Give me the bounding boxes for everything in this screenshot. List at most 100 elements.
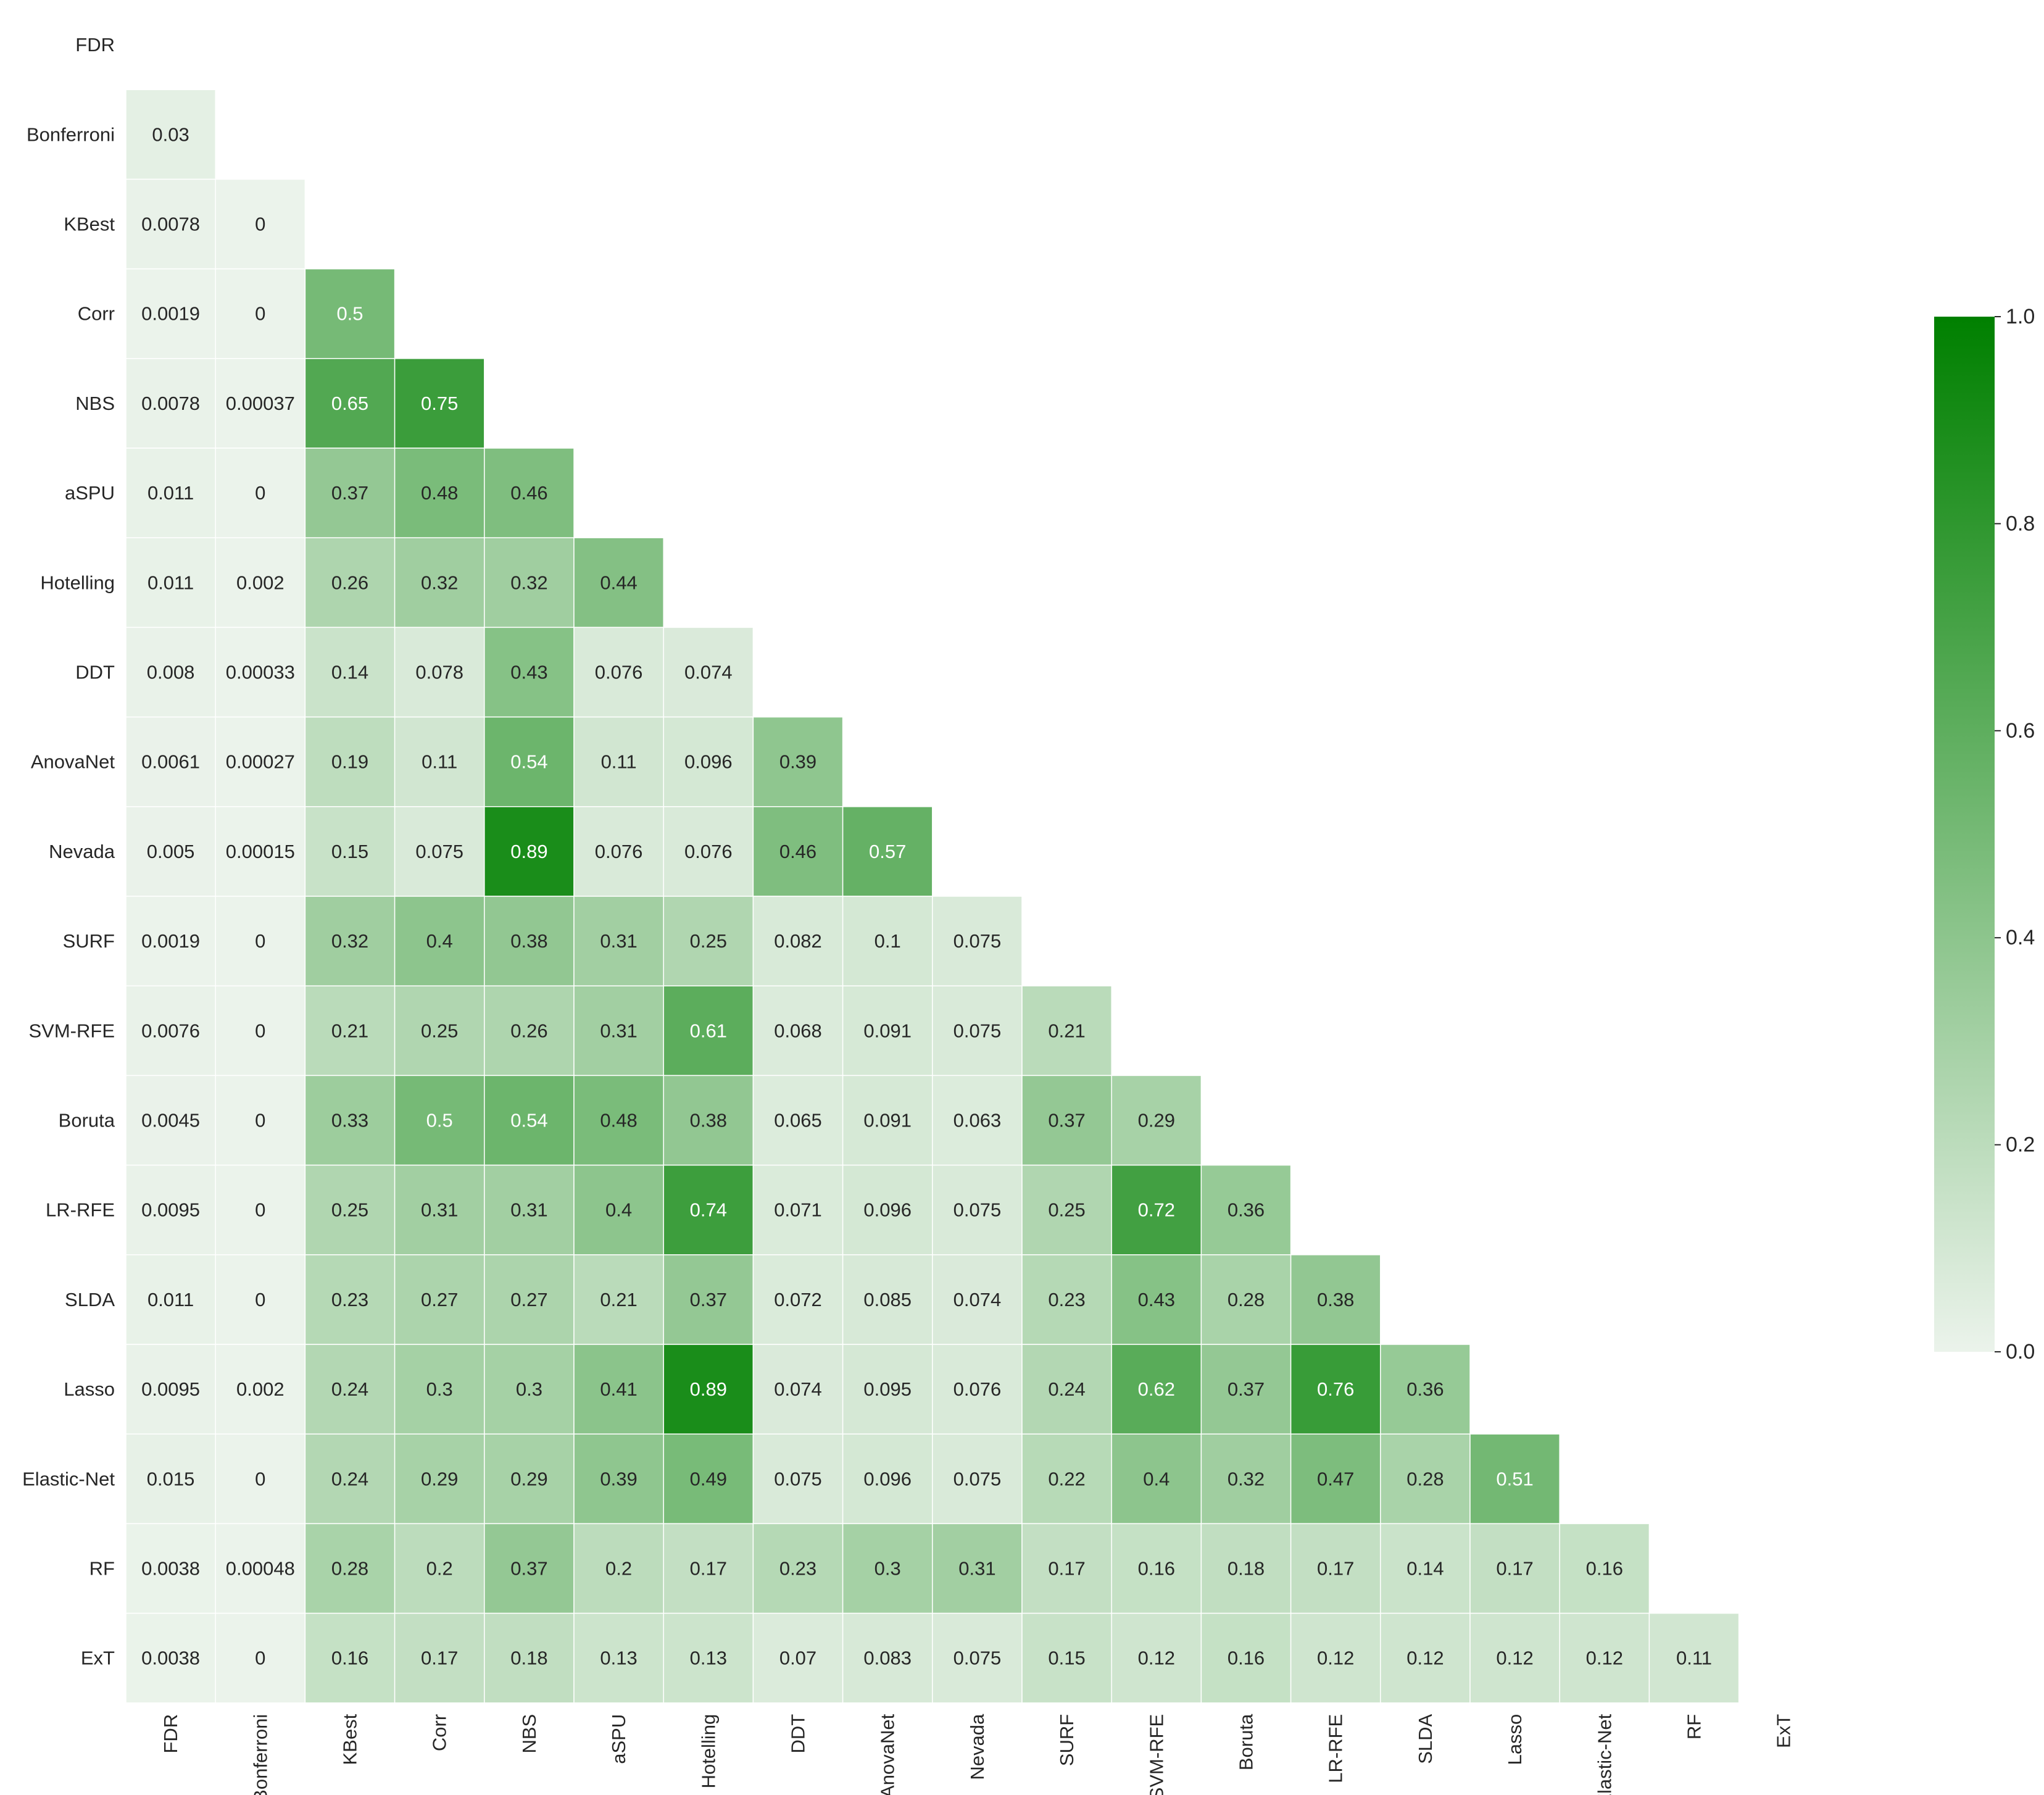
- heatmap-cell: [932, 1075, 1023, 1166]
- cell-value-label: 0.11: [601, 751, 637, 773]
- x-tick-label: SLDA: [1415, 1714, 1436, 1764]
- heatmap-cell: [1021, 1344, 1112, 1435]
- cell-value-label: 0.13: [600, 1647, 637, 1669]
- heatmap-cell: [1021, 1523, 1112, 1614]
- heatmap-cell: [1111, 1433, 1202, 1525]
- cell-value-label: 0.75: [421, 393, 458, 414]
- heatmap-cell: [573, 1164, 664, 1256]
- heatmap-cell: [752, 1344, 844, 1435]
- heatmap-cell: [1021, 1254, 1112, 1345]
- heatmap-cell: [1290, 1523, 1381, 1614]
- heatmap-cell: [215, 178, 306, 270]
- cell-value-label: 0.15: [1048, 1647, 1085, 1669]
- cell-value-label: 0.072: [774, 1289, 822, 1310]
- heatmap-cell: [394, 1254, 485, 1345]
- y-tick-label: KBest: [64, 214, 115, 235]
- heatmap-cell: [304, 716, 396, 807]
- cell-value-label: 0.0078: [141, 214, 200, 235]
- x-tick-label: DDT: [787, 1714, 809, 1754]
- heatmap-cell: [752, 1523, 844, 1614]
- heatmap-cell: [125, 268, 216, 359]
- y-tick-label: Corr: [78, 303, 115, 325]
- cell-value-label: 0.89: [690, 1378, 727, 1400]
- cell-value-label: 0.0045: [141, 1110, 200, 1131]
- cell-value-label: 0.0076: [141, 1020, 200, 1041]
- heatmap-cell: [573, 896, 664, 986]
- heatmap-cell: [1111, 1075, 1202, 1166]
- heatmap-cell: [304, 448, 396, 538]
- heatmap-cell: [573, 1344, 664, 1435]
- heatmap-cell: [1469, 1433, 1560, 1525]
- cell-value-label: 0.36: [1228, 1199, 1265, 1221]
- heatmap-cell: [1111, 1254, 1202, 1345]
- heatmap-cell: [125, 1164, 216, 1256]
- y-tick-label: SVM-RFE: [29, 1020, 115, 1041]
- cell-value-label: 0: [255, 1199, 265, 1221]
- colorbar-tick-label: 0.0: [2006, 1340, 2035, 1364]
- heatmap-cell: [484, 896, 575, 986]
- cell-value-label: 0.89: [510, 841, 547, 862]
- cell-value-label: 0.096: [684, 751, 733, 773]
- cell-value-label: 0.00037: [226, 393, 295, 414]
- heatmap-cell: [125, 627, 216, 718]
- cell-value-label: 0.49: [690, 1468, 727, 1489]
- y-tick-labels: FDR Bonferroni KBest Corr NBS aSPU Hotelling DD…: [22, 34, 115, 1669]
- heatmap-cell: [573, 1523, 664, 1614]
- y-tick-label: aSPU: [65, 482, 115, 504]
- heatmap-cell: [484, 537, 575, 628]
- cell-value-label: 0.068: [774, 1020, 822, 1041]
- cell-value-label: 0.43: [1138, 1289, 1175, 1310]
- heatmap-cell: [1380, 1433, 1471, 1525]
- cell-value-label: 0.26: [331, 572, 368, 593]
- colorbar-tick-label: 1.0: [2006, 305, 2035, 328]
- colorbar-tick-label: 0.6: [2006, 719, 2035, 743]
- heatmap-cell: [573, 627, 664, 718]
- cell-value-label: 0.075: [415, 841, 463, 862]
- heatmap-cell: [215, 537, 306, 628]
- cell-value-label: 0.37: [1048, 1110, 1085, 1131]
- heatmap-cell: [842, 1164, 933, 1256]
- heatmap-cell: [573, 1254, 664, 1345]
- colorbar: 0.0 0.2 0.4 0.6 0.8 1.0: [1934, 305, 2035, 1364]
- heatmap-cell: [842, 896, 933, 986]
- cell-value-label: 0.5: [336, 303, 363, 325]
- heatmap-cell: [752, 1433, 844, 1525]
- heatmap-cell: [752, 1164, 844, 1256]
- heatmap-cell: [484, 1612, 575, 1704]
- cell-value-label: 0.17: [690, 1558, 727, 1580]
- heatmap-cell: [125, 89, 216, 180]
- cell-value-label: 0.21: [600, 1289, 637, 1310]
- x-tick-label: RF: [1684, 1714, 1705, 1739]
- cell-value-label: 0.075: [953, 1647, 1002, 1669]
- cell-value-label: 0.0095: [141, 1378, 200, 1400]
- cell-value-label: 0: [255, 1020, 265, 1041]
- heatmap-cell: [573, 1433, 664, 1525]
- cell-value-label: 0.29: [510, 1468, 547, 1489]
- cell-value-label: 0.25: [690, 930, 727, 952]
- heatmap-cell: [125, 1254, 216, 1345]
- cell-value-label: 0.074: [953, 1289, 1002, 1310]
- heatmap-cell: [1380, 1612, 1471, 1704]
- x-tick-label: LR-RFE: [1325, 1714, 1347, 1783]
- heatmap-cell: [842, 806, 933, 897]
- cell-value-label: 0.12: [1317, 1647, 1354, 1669]
- heatmap-cell: [1380, 1344, 1471, 1435]
- heatmap-cell: [1021, 1433, 1112, 1525]
- heatmap-cell: [752, 1612, 844, 1704]
- heatmap-cell: [484, 1164, 575, 1256]
- cell-value-label: 0.27: [421, 1289, 458, 1310]
- cell-value-label: 0.31: [958, 1558, 995, 1580]
- x-tick-label: Boruta: [1236, 1714, 1257, 1770]
- cell-value-label: 0.48: [421, 482, 458, 504]
- cell-value-label: 0.27: [510, 1289, 547, 1310]
- cell-value-label: 0.12: [1406, 1647, 1444, 1669]
- cell-value-label: 0.16: [331, 1647, 368, 1669]
- cell-value-label: 0.23: [779, 1558, 816, 1580]
- y-tick-label: DDT: [75, 662, 115, 683]
- x-tick-label: FDR: [160, 1714, 181, 1754]
- heatmap-cell: [932, 1612, 1023, 1704]
- heatmap-cell: [394, 1433, 485, 1525]
- heatmap-cell: [752, 1075, 844, 1166]
- heatmap-cell: [573, 806, 664, 897]
